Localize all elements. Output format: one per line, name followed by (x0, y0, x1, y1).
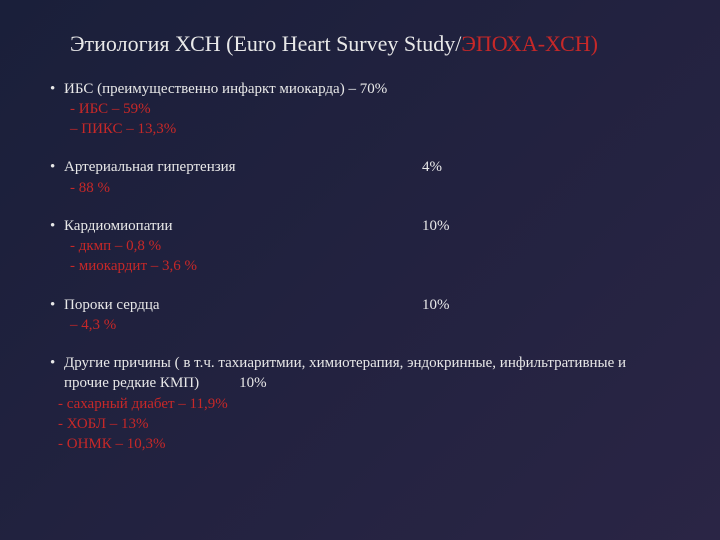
list-item: • ИБС (преимущественно инфаркт миокарда) … (52, 79, 670, 140)
item-subline: - сахарный диабет – 11,9% (58, 394, 670, 414)
list-item: • Артериальная гипертензия 4%- 88 % (52, 157, 670, 198)
item-value: 10% (422, 295, 450, 315)
item-main: Пороки сердца 10% (52, 295, 670, 315)
slide-title: Этиология ХСН (Euro Heart Survey Study/Э… (70, 30, 670, 59)
bullet-icon: • (50, 157, 55, 177)
item-label: ИБС (преимущественно инфаркт миокарда) –… (64, 79, 387, 99)
list-item: • Кардиомиопатии 10%- дкмп – 0,8 %- миокар… (52, 216, 670, 277)
title-red: ЭПОХА-ХСН) (461, 31, 598, 56)
item-subline: - 88 % (70, 178, 670, 198)
item-value: 10% (239, 375, 267, 391)
item-sublist: - дкмп – 0,8 %- миокардит – 3,6 % (52, 236, 670, 277)
item-sublist: – 4,3 % (52, 315, 670, 335)
item-value: 10% (422, 216, 450, 236)
title-main: Этиология ХСН (Euro Heart Survey Study/ (70, 31, 461, 56)
content-list: • ИБС (преимущественно инфаркт миокарда) … (50, 79, 670, 455)
bullet-icon: • (50, 216, 55, 236)
item-label: Кардиомиопатии (64, 216, 173, 236)
item-subline: - дкмп – 0,8 % (70, 236, 670, 256)
list-item: • Пороки сердца 10%– 4,3 % (52, 295, 670, 336)
item-sublist: - сахарный диабет – 11,9%- ХОБЛ – 13%- О… (52, 394, 670, 455)
item-main: Другие причины ( в т.ч. тахиаритмии, хим… (52, 353, 670, 394)
item-value: 4% (422, 157, 442, 177)
item-sublist: - 88 % (52, 178, 670, 198)
item-sublist: - ИБС – 59%– ПИКС – 13,3% (52, 99, 670, 140)
item-subline: - миокардит – 3,6 % (70, 256, 670, 276)
bullet-icon: • (50, 295, 55, 315)
item-subline: – 4,3 % (70, 315, 670, 335)
item-label: Артериальная гипертензия (64, 157, 236, 177)
list-item: • Другие причины ( в т.ч. тахиаритмии, хи… (52, 353, 670, 454)
item-label: Другие причины ( в т.ч. тахиаритмии, хим… (64, 355, 626, 391)
item-main: Артериальная гипертензия 4% (52, 157, 670, 177)
item-subline: - ИБС – 59% (70, 99, 670, 119)
item-main: Кардиомиопатии 10% (52, 216, 670, 236)
bullet-icon: • (50, 79, 55, 99)
item-subline: - ХОБЛ – 13% (58, 414, 670, 434)
item-subline: – ПИКС – 13,3% (70, 119, 670, 139)
bullet-icon: • (50, 353, 55, 373)
item-subline: - ОНМК – 10,3% (58, 434, 670, 454)
item-main: ИБС (преимущественно инфаркт миокарда) –… (52, 79, 670, 99)
item-label: Пороки сердца (64, 295, 160, 315)
